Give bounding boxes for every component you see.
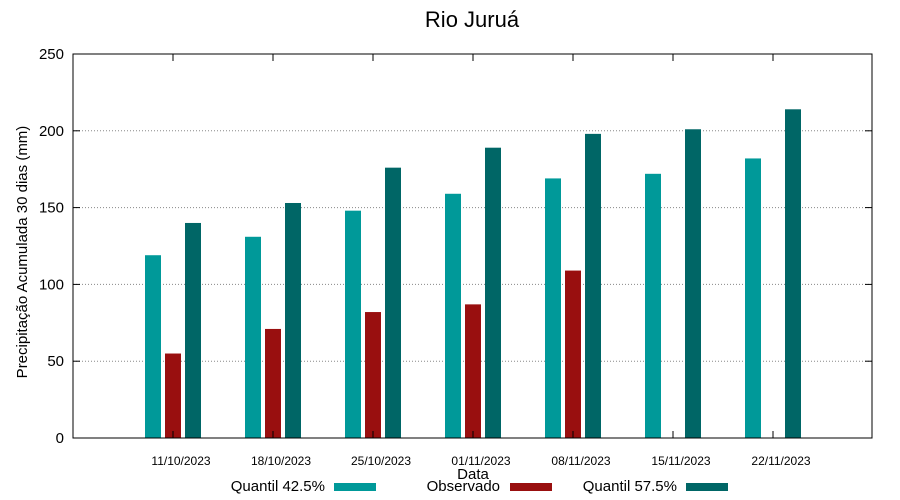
y-axis-label: Precipitação Acumulada 30 dias (mm) <box>14 126 31 379</box>
x-tick-label: 25/10/2023 <box>351 454 411 468</box>
bar <box>445 193 461 438</box>
y-tick-label: 250 <box>39 46 64 63</box>
legend-label: Quantil 42.5% <box>231 478 325 495</box>
x-tick-label: 15/11/2023 <box>651 454 710 468</box>
x-tick-label: 22/11/2023 <box>751 454 810 468</box>
x-tick-label: 11/10/2023 <box>151 454 210 468</box>
y-tick-label: 150 <box>39 200 64 217</box>
y-tick-label: 100 <box>39 276 64 293</box>
legend-swatch <box>510 483 552 491</box>
bar <box>685 129 701 438</box>
y-tick-label: 0 <box>56 430 64 447</box>
x-tick-label: 18/10/2023 <box>251 454 311 468</box>
x-axis-ticks: 11/10/2023 18/10/2023 25/10/2023 01/11/2023… <box>151 54 811 468</box>
bar <box>145 255 161 438</box>
y-axis-ticks: 0 50 100 150 200 250 <box>39 46 872 447</box>
bar <box>465 304 481 438</box>
bar <box>565 270 581 438</box>
bar <box>265 328 281 438</box>
bar <box>485 147 501 439</box>
x-tick-label: 01/11/2023 <box>451 454 510 468</box>
bar <box>345 210 361 438</box>
legend-label: Observado <box>427 478 500 495</box>
bar <box>385 167 401 438</box>
legend-swatch <box>686 483 728 491</box>
bar <box>645 173 661 439</box>
bar <box>785 109 801 439</box>
bar <box>545 178 561 438</box>
bar <box>745 158 761 438</box>
bar <box>365 312 381 438</box>
legend-label: Quantil 57.5% <box>583 478 677 495</box>
x-tick-label: 08/11/2023 <box>551 454 610 468</box>
bar <box>165 353 181 438</box>
legend-swatch <box>334 483 376 491</box>
x-axis-label: Data <box>457 466 489 483</box>
y-tick-label: 50 <box>47 353 64 370</box>
bar <box>185 222 201 438</box>
legend: Quantil 42.5% Observado Quantil 57.5% <box>231 478 728 495</box>
bar <box>585 133 601 438</box>
y-tick-label: 200 <box>39 123 64 140</box>
bar <box>245 236 261 438</box>
bars <box>145 109 801 439</box>
chart-title: Rio Juruá <box>425 7 520 32</box>
bar <box>285 202 301 438</box>
